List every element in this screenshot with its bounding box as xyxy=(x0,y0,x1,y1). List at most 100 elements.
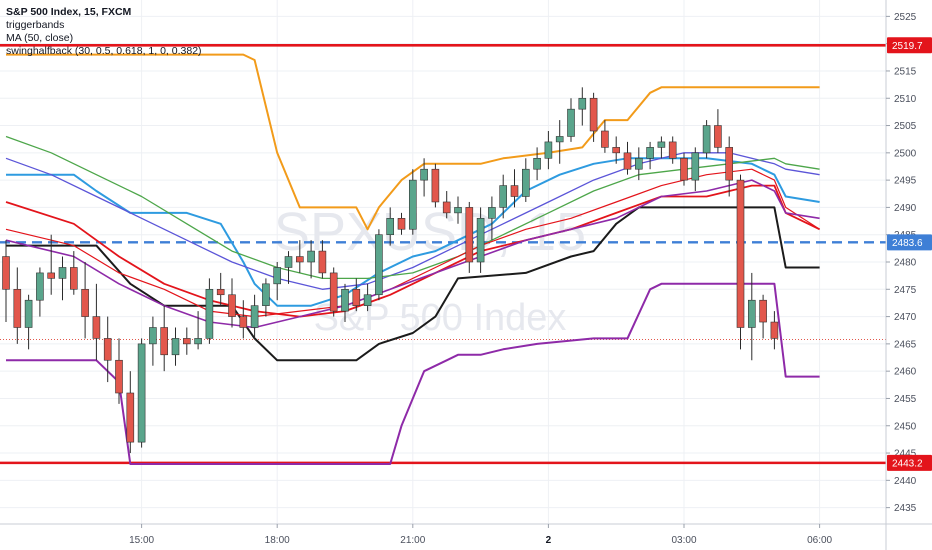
candle-body xyxy=(634,157,643,170)
candle-body xyxy=(442,201,451,214)
candle-body xyxy=(262,283,270,306)
y-tick-label: 2490 xyxy=(894,203,917,214)
indicator-series-7 xyxy=(5,168,820,318)
price-label-text: 2519.7 xyxy=(892,41,923,52)
legend-title: S&P 500 Index, 15, FXCM xyxy=(6,6,132,18)
x-tick-label: 21:00 xyxy=(400,535,425,546)
candle-body xyxy=(126,392,135,443)
candle-body xyxy=(295,256,304,263)
time-axis-panel xyxy=(0,524,932,550)
legend-item-swinghalfback[interactable]: swinghalfback (30, 0.5, 0.618, 1, 0, 0.3… xyxy=(6,45,202,57)
candle-body xyxy=(329,272,338,312)
candle-body xyxy=(160,327,168,356)
candle-body xyxy=(533,157,541,170)
candle-body xyxy=(397,218,406,230)
candle-body xyxy=(680,157,688,181)
candle-body xyxy=(725,147,734,181)
price-label-box xyxy=(887,234,932,251)
candle-body xyxy=(770,321,779,339)
candle-body xyxy=(2,256,10,290)
candle-body xyxy=(36,272,44,301)
candle-body xyxy=(567,108,575,137)
y-tick-label: 2455 xyxy=(894,394,917,405)
price-label-text: 2443.2 xyxy=(892,458,923,469)
y-tick-label: 2435 xyxy=(894,503,917,514)
legend-item-triggerbands[interactable]: triggerbands xyxy=(6,19,65,31)
candle-body xyxy=(747,299,756,328)
candle-body xyxy=(318,250,327,274)
price-label-box xyxy=(887,37,932,54)
indicator-series-2 xyxy=(6,206,820,362)
price-label-box xyxy=(887,454,932,471)
y-tick-label: 2460 xyxy=(894,367,917,378)
candle-body xyxy=(386,218,395,236)
candle-body xyxy=(239,316,248,328)
candle-body xyxy=(476,218,485,263)
candle-body xyxy=(228,294,236,317)
legend-item-ma[interactable]: MA (50, close) xyxy=(6,32,74,44)
y-tick-label: 2495 xyxy=(894,176,917,187)
x-tick-label: 18:00 xyxy=(265,535,290,546)
candle-body xyxy=(103,338,112,361)
chart-legend: S&P 500 Index, 15, FXCM triggerbands MA … xyxy=(6,6,202,58)
candle-body xyxy=(363,294,372,306)
candle-body xyxy=(612,147,621,154)
candle-body xyxy=(205,288,214,339)
candle-body xyxy=(601,130,609,148)
candle-body xyxy=(691,152,700,181)
candle-body xyxy=(115,359,123,394)
y-tick-label: 2515 xyxy=(894,66,917,77)
candle-body xyxy=(521,168,530,197)
candle-body xyxy=(499,185,508,208)
x-tick-label: 15:00 xyxy=(129,535,154,546)
candle-body xyxy=(70,267,78,290)
candle-body xyxy=(81,288,89,317)
candle-body xyxy=(183,338,191,345)
price-label-text: 2483.6 xyxy=(892,238,923,249)
candle-body xyxy=(646,147,654,159)
candle-body xyxy=(454,207,462,214)
candle-body xyxy=(420,168,428,181)
y-tick-label: 2500 xyxy=(894,148,917,159)
candle-body xyxy=(58,267,67,279)
candle-body xyxy=(137,343,146,443)
y-tick-label: 2480 xyxy=(894,258,917,269)
candle-body xyxy=(375,234,383,296)
y-tick-label: 2440 xyxy=(894,476,917,487)
candle-body xyxy=(431,168,440,203)
candle-body xyxy=(171,338,180,356)
y-tick-label: 2510 xyxy=(894,94,917,105)
candle-body xyxy=(92,316,101,339)
x-tick-label: 2 xyxy=(546,535,552,546)
candle-body xyxy=(216,288,225,296)
indicator-series-4 xyxy=(5,152,820,290)
candle-body xyxy=(736,179,745,328)
y-tick-label: 2525 xyxy=(894,12,917,23)
indicator-series-0 xyxy=(6,53,820,231)
indicator-series-5 xyxy=(5,135,820,280)
candle-body xyxy=(408,179,417,230)
y-tick-label: 2505 xyxy=(894,121,917,132)
y-tick-label: 2475 xyxy=(894,285,917,296)
candle-body xyxy=(510,185,519,197)
candle-body xyxy=(149,327,157,345)
candle-body xyxy=(341,288,349,312)
candle-body xyxy=(284,256,293,268)
candle-body xyxy=(589,97,598,132)
y-tick-label: 2450 xyxy=(894,421,917,432)
candle-body xyxy=(668,141,677,159)
candle-body xyxy=(488,207,496,219)
candle-body xyxy=(465,207,474,263)
candle-body xyxy=(714,125,722,148)
candle-body xyxy=(578,97,587,110)
y-tick-label: 2465 xyxy=(894,339,917,350)
candle-body xyxy=(250,305,259,328)
candle-body xyxy=(352,288,361,306)
y-tick-label: 2445 xyxy=(894,449,917,460)
candle-body xyxy=(544,141,553,159)
candle-body xyxy=(47,272,56,279)
candle-body xyxy=(759,299,767,323)
candle-body xyxy=(555,136,564,143)
